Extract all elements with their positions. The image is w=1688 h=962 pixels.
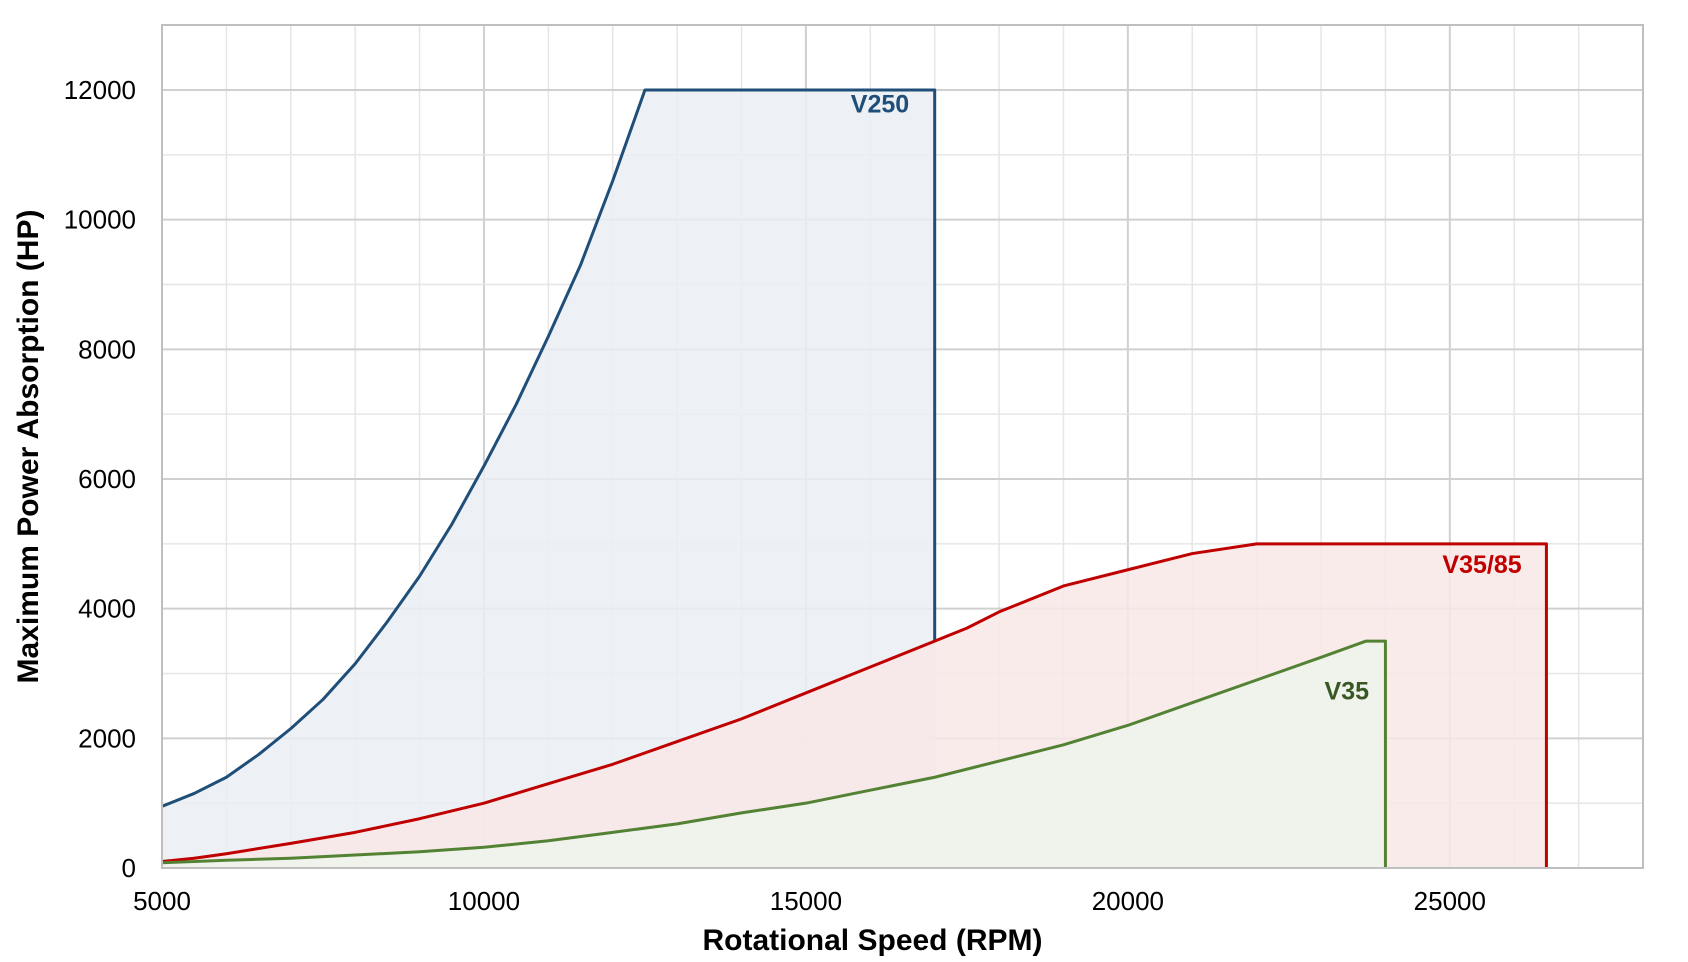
plot-frame	[161, 24, 1644, 869]
series-area-0	[162, 90, 935, 868]
series-label: V250	[851, 91, 909, 119]
y-tick-label: 2000	[78, 723, 136, 753]
series-label: V35	[1325, 677, 1370, 705]
series-label: V35/85	[1442, 551, 1521, 579]
series-line-0	[161, 88, 937, 808]
series-labels: V250 V35/85 V35	[851, 91, 1522, 706]
tick-labels: 5000 10000 15000 20000 25000 0 2000 4000 6000 800…	[64, 75, 1486, 916]
series-line-2	[161, 639, 1387, 868]
y-tick-label: 0	[122, 853, 136, 883]
y-tick-label: 4000	[78, 594, 136, 624]
x-tick-label: 15000	[770, 886, 842, 916]
y-axis-title: Maximum Power Absorption (HP)	[12, 210, 45, 684]
series-line-1	[161, 542, 1548, 868]
y-tick-label: 6000	[78, 464, 136, 494]
y-tick-label: 10000	[64, 205, 136, 235]
y-tick-label: 12000	[64, 75, 136, 105]
x-tick-label: 25000	[1414, 886, 1486, 916]
x-tick-label: 10000	[448, 886, 520, 916]
x-axis-title: Rotational Speed (RPM)	[702, 924, 1042, 957]
x-tick-label: 5000	[133, 886, 191, 916]
y-tick-label: 8000	[78, 334, 136, 364]
series-areas	[162, 90, 1547, 868]
x-tick-label: 20000	[1092, 886, 1164, 916]
series-lines	[161, 88, 1548, 868]
series-area-2	[162, 641, 1386, 868]
